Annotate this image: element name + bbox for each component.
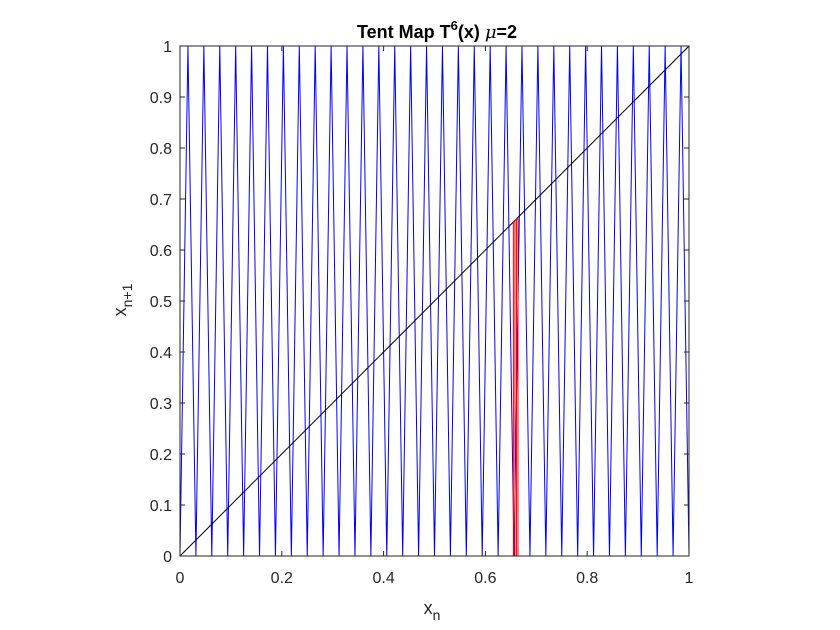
- y-axis-label-base: x: [110, 307, 130, 316]
- x-tick-label: 0.6: [474, 570, 496, 587]
- title-middle: (x): [458, 22, 485, 42]
- y-axis-label: xn+1: [110, 283, 135, 316]
- title-prefix: Tent Map T: [357, 22, 451, 42]
- y-tick-label: 0.7: [150, 192, 172, 209]
- y-tick-label: 0.2: [150, 447, 172, 464]
- y-axis-label-subscript: n+1: [119, 283, 135, 307]
- y-tick-label: 0.3: [150, 396, 172, 413]
- title-mu-symbol: μ: [485, 22, 497, 43]
- y-tick-label: 0.4: [150, 345, 172, 362]
- series-line-1: [179, 45, 690, 557]
- x-tick-label: 0.8: [576, 570, 598, 587]
- x-tick-label: 0.4: [372, 570, 394, 587]
- chart-title: Tent Map T6(x) μ=2: [357, 18, 517, 43]
- y-tick-label: 0.6: [150, 243, 172, 260]
- x-tick-label: 0.2: [271, 570, 293, 587]
- x-axis-label-subscript: n: [433, 607, 441, 623]
- tick-layer: 0 0.2 0.4 0.6 0.8 1 0 0.1 0.2 0.3 0.4 0.5 0.6 0.7 0.8 0…: [150, 39, 694, 587]
- title-suffix: =2: [497, 22, 518, 42]
- y-tick-label: 0: [163, 549, 172, 566]
- y-tick-label: 0.9: [150, 90, 172, 107]
- x-axis-label: xn: [424, 598, 441, 623]
- y-tick-label: 1: [163, 39, 172, 56]
- title-superscript: 6: [451, 18, 458, 33]
- y-tick-label: 0.5: [150, 294, 172, 311]
- y-tick-label: 0.8: [150, 141, 172, 158]
- x-tick-label: 1: [685, 570, 694, 587]
- x-tick-label: 0: [176, 570, 185, 587]
- x-axis-label-base: x: [424, 598, 433, 618]
- plot-area: 0 0.2 0.4 0.6 0.8 1 0 0.1 0.2 0.3 0.4 0.5 0.6 0.7 0.8 0…: [150, 39, 694, 587]
- y-tick-label: 0.1: [150, 498, 172, 515]
